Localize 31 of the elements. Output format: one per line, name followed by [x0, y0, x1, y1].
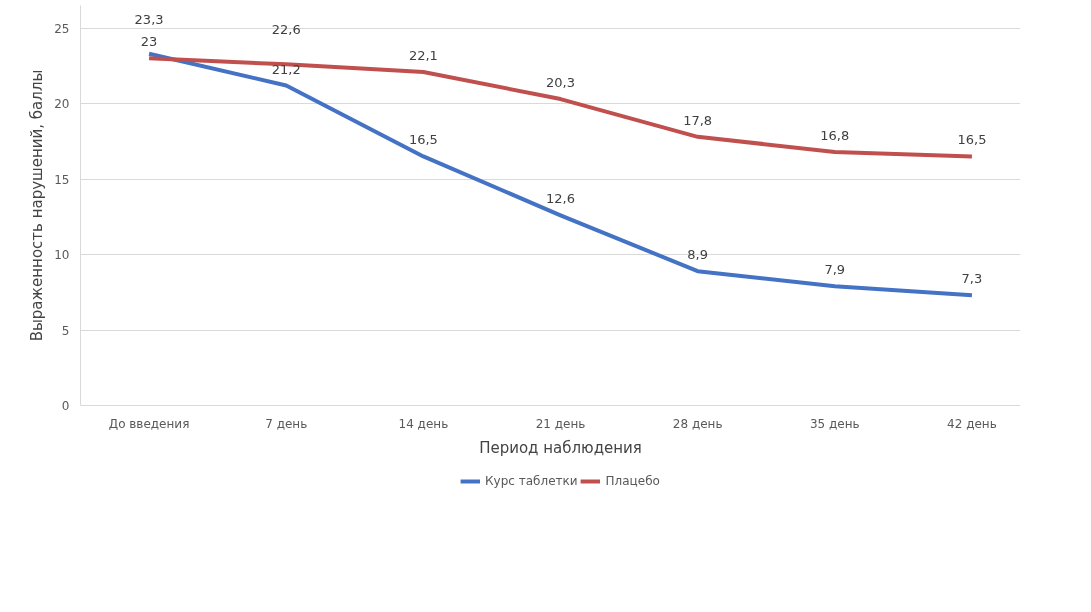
y-tick-label: 25 — [54, 21, 70, 36]
data-label: 16,5 — [957, 132, 987, 148]
y-tick-label: 20 — [54, 97, 70, 112]
x-tick-label: До введения — [108, 416, 190, 431]
data-label: 21,2 — [271, 61, 301, 77]
data-label: 16,5 — [408, 132, 438, 148]
x-tick-label: 14 день — [398, 416, 449, 431]
x-tick-label: 21 день — [535, 416, 586, 431]
data-label: 7,9 — [824, 262, 846, 278]
x-axis-title: Период наблюдения — [479, 438, 642, 457]
legend-label: Курс таблетки — [485, 474, 578, 488]
data-label: 17,8 — [683, 112, 713, 128]
y-tick-label: 0 — [61, 399, 70, 413]
data-label: 7,3 — [961, 271, 983, 287]
data-label: 22,6 — [271, 22, 301, 38]
data-label: 16,8 — [820, 127, 850, 143]
data-label: 8,9 — [687, 247, 708, 263]
data-label: 23,3 — [134, 11, 164, 27]
y-tick-label: 5 — [61, 323, 70, 338]
x-tick-label: 35 день — [809, 416, 860, 431]
y-tick-label: 10 — [54, 248, 70, 263]
x-tick-label: 7 день — [265, 416, 308, 431]
x-tick-label: 42 день — [947, 416, 997, 431]
data-label: 20,3 — [546, 75, 575, 91]
data-label: 12,6 — [546, 191, 575, 207]
data-label: 22,1 — [408, 47, 438, 63]
y-axis-title: Выраженность нарушений, баллы — [28, 69, 47, 342]
y-tick-label: 15 — [54, 172, 70, 187]
legend-label: Плацебо — [605, 474, 660, 488]
data-label: 23 — [140, 34, 158, 50]
x-tick-label: 28 день — [672, 416, 723, 431]
